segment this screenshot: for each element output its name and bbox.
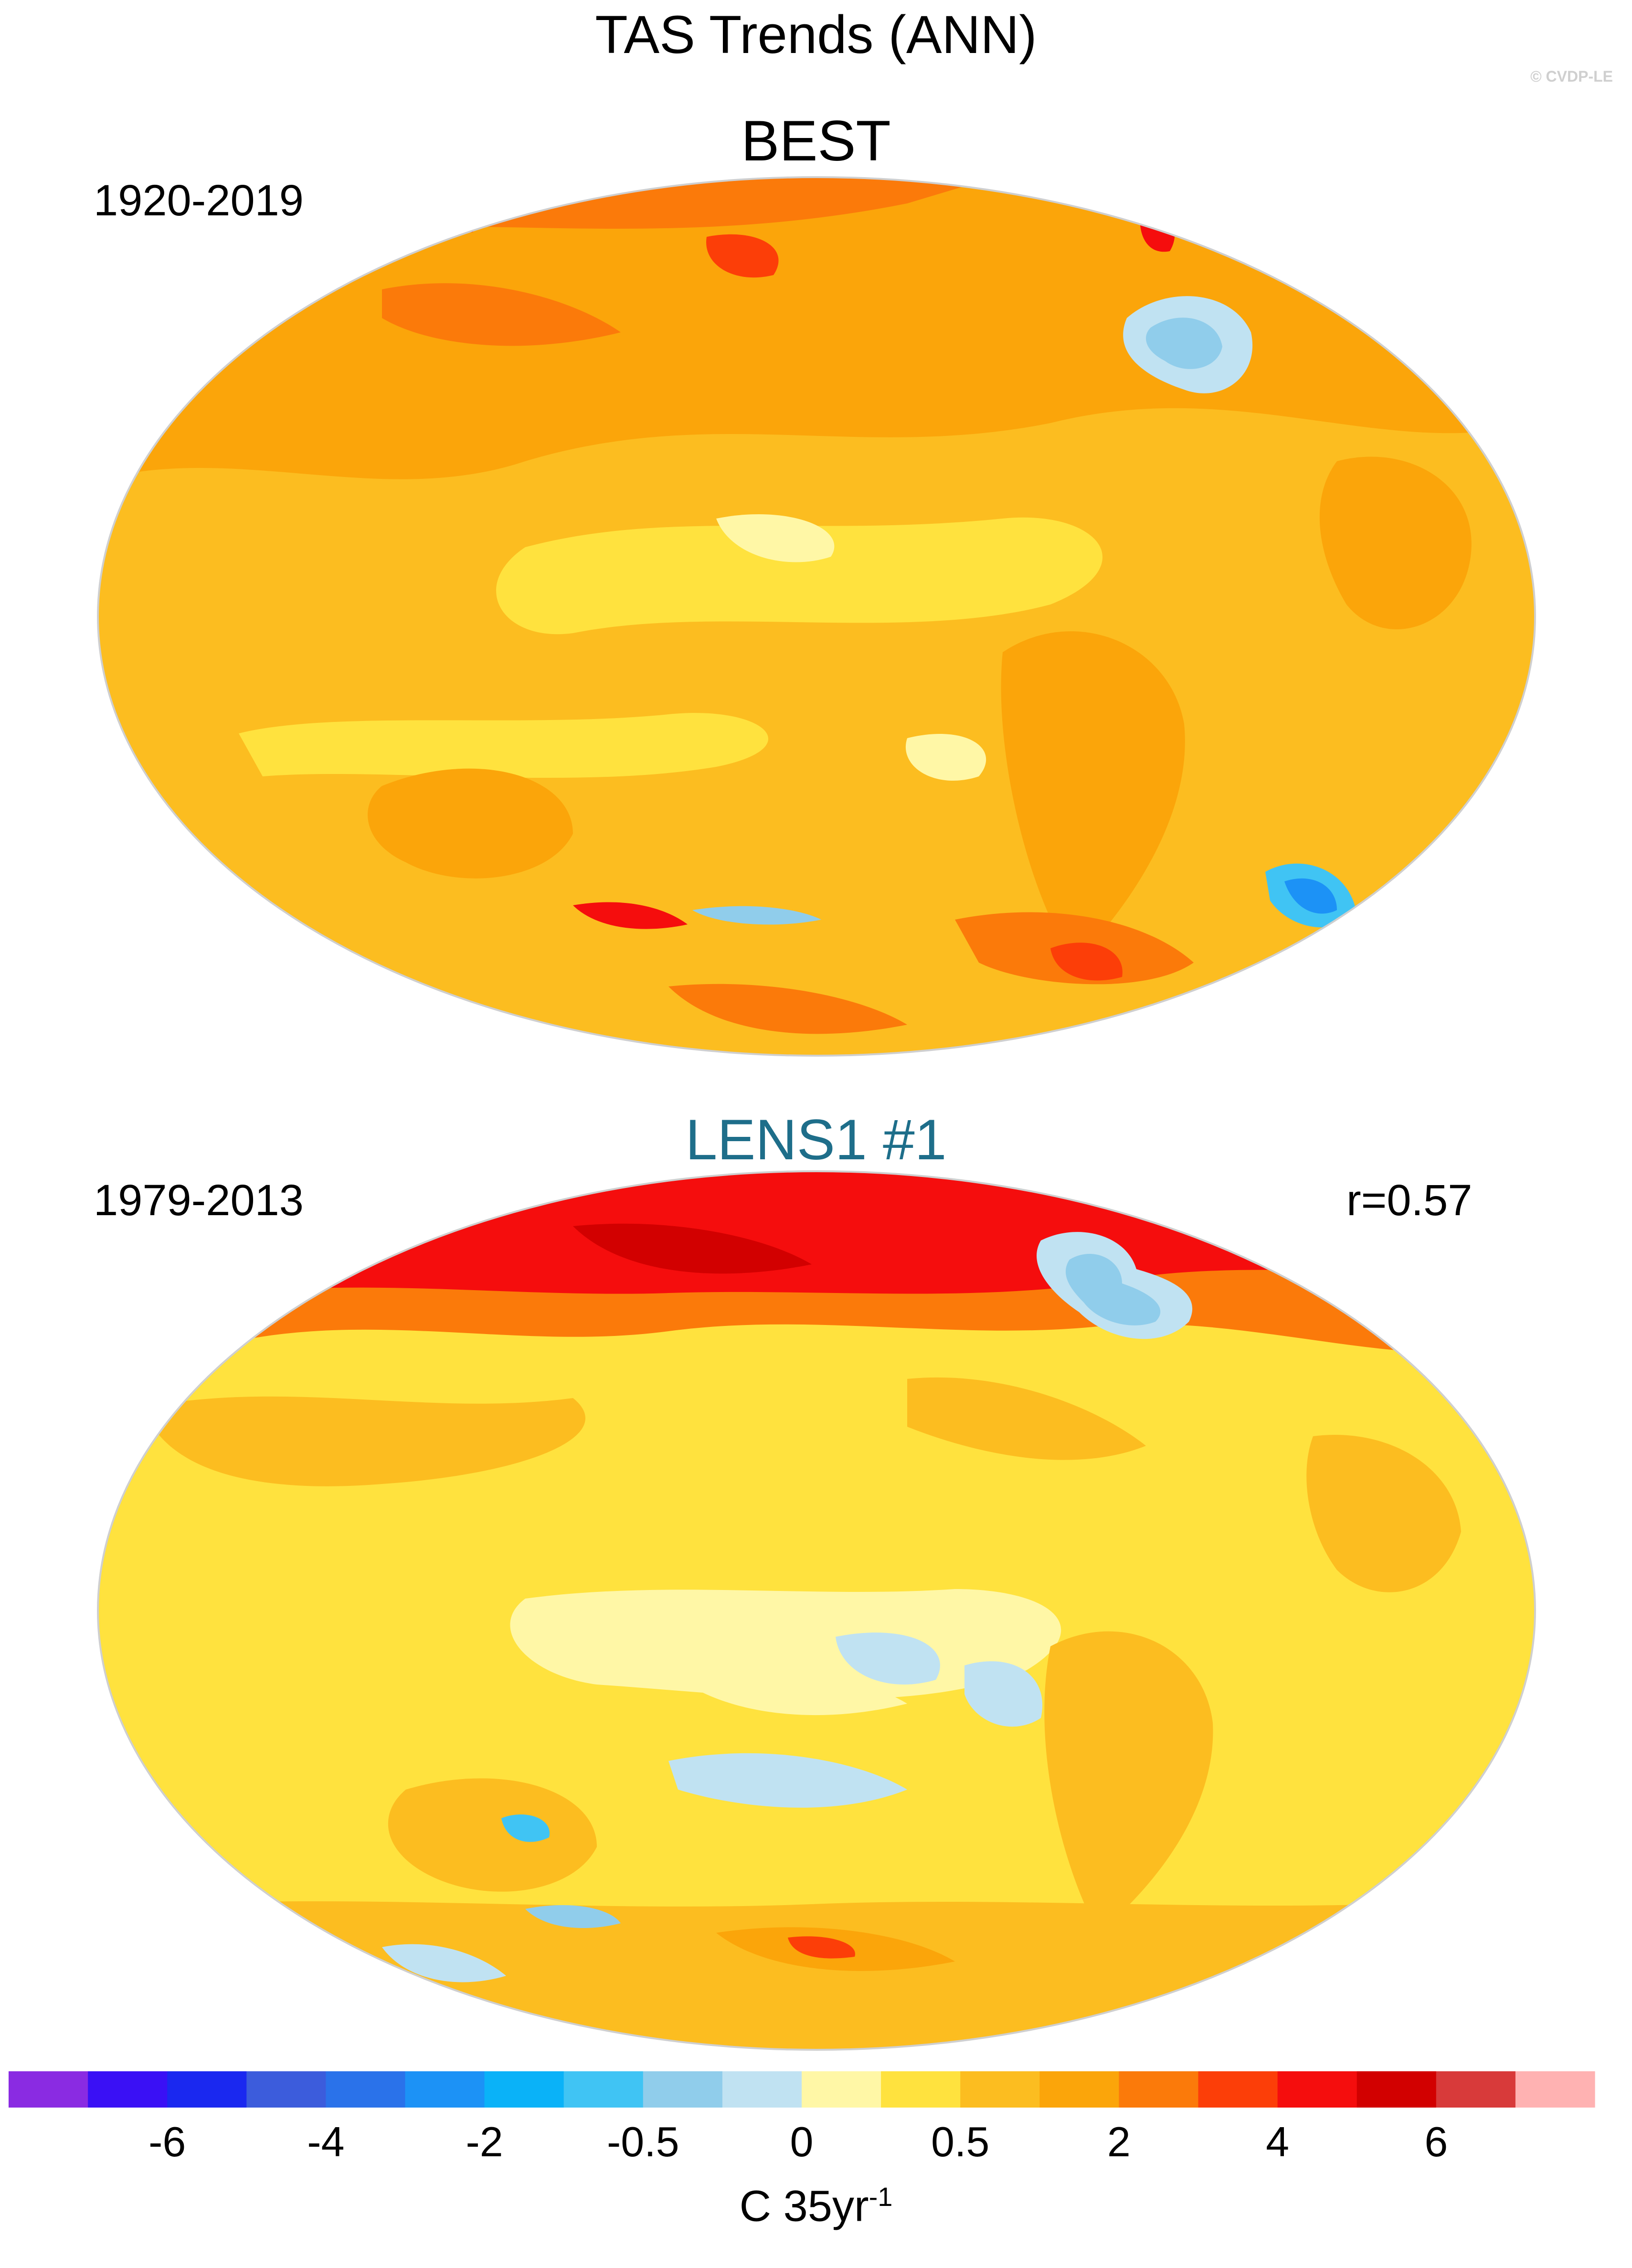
colorbar-swatch [802,2071,881,2108]
colorbar-tick-labels: -6 -4 -2 -0.5 0 0.5 2 4 6 [148,2118,1448,2165]
colorbar-unit-superscript: -1 [869,2182,893,2212]
trend-field-best [98,177,1535,1056]
colorbar-tick-label: 4 [1266,2118,1289,2165]
colorbar-swatch [1515,2071,1595,2108]
watermark: © CVDP-LE [1530,68,1613,85]
colorbar-unit-label: C 35yr-1 [0,2181,1632,2232]
colorbar-swatch [1039,2071,1119,2108]
colorbar-swatch [881,2071,961,2108]
colorbar-swatch [722,2071,802,2108]
colorbar-swatch [1119,2071,1199,2108]
panel-title-best: BEST [741,109,891,173]
colorbar: -6 -4 -2 -0.5 0 0.5 2 4 6 [9,2071,1595,2165]
colorbar-unit-text: C 35yr [739,2182,869,2231]
colorbar-swatch [1356,2071,1437,2108]
colorbar-tick-label: 2 [1107,2118,1131,2165]
colorbar-tick-label: 6 [1424,2118,1448,2165]
colorbar-swatch [167,2071,247,2108]
map-panel-lens1 [97,1170,1536,2051]
colorbar-swatch [1198,2071,1278,2108]
map-boundary [97,176,1536,1057]
colorbar-tick-label: 0.5 [931,2118,989,2165]
colorbar-swatch [246,2071,326,2108]
colorbar-tick-label: -2 [466,2118,503,2165]
colorbar-tick-label: -6 [148,2118,186,2165]
colorbar-swatches [9,2071,1595,2108]
map-boundary [97,1170,1536,2051]
colorbar-swatch [1277,2071,1357,2108]
map-panel-best [97,176,1536,1057]
colorbar-swatch [1436,2071,1516,2108]
colorbar-swatch [563,2071,644,2108]
colorbar-swatch [484,2071,564,2108]
colorbar-swatch [405,2071,485,2108]
colorbar-swatch [88,2071,168,2108]
colorbar-swatch [9,2071,88,2108]
colorbar-tick-label: 0 [790,2118,814,2165]
panel-period-best: 1920-2019 [94,176,304,225]
colorbar-swatch [643,2071,723,2108]
pattern-correlation: r=0.57 [1346,1176,1473,1225]
colorbar-tick-label: -0.5 [607,2118,679,2165]
panel-period-lens1: 1979-2013 [94,1176,304,1225]
colorbar-swatch [326,2071,406,2108]
colorbar-tick-label: -4 [307,2118,344,2165]
trend-field-lens1 [98,1171,1535,2050]
panel-title-lens1: LENS1 #1 [685,1108,947,1172]
figure-title: TAS Trends (ANN) [595,5,1037,64]
colorbar-swatch [960,2071,1040,2108]
